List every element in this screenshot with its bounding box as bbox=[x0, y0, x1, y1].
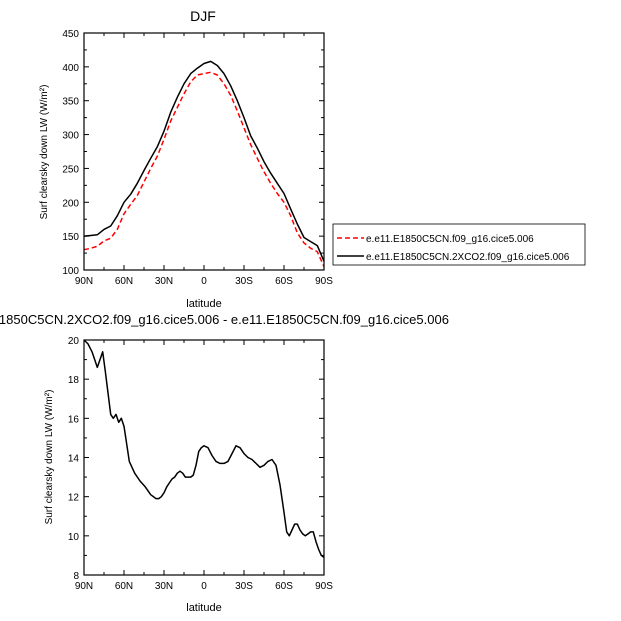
bottom-x-tick-label: 30S bbox=[235, 581, 253, 592]
bottom-y-tick-label: 14 bbox=[68, 454, 80, 465]
bottom-x-tick-label: 90N bbox=[75, 581, 93, 592]
top-y-tick-label: 300 bbox=[62, 131, 79, 142]
bottom-x-axis-label: latitude bbox=[186, 602, 221, 614]
top-panel: DJF 90N 60N 30N 0 30S 60S 90S 100 150 200 250 300 35… bbox=[39, 8, 333, 310]
top-x-tick-label: 30N bbox=[155, 276, 173, 287]
top-y-tick-label: 150 bbox=[62, 232, 79, 243]
bottom-plot-frame bbox=[83, 339, 325, 576]
top-y-tick-label: 400 bbox=[62, 63, 79, 74]
top-y-tick-label: 100 bbox=[62, 266, 79, 277]
top-y-axis-label: Surf clearsky down LW (W/m²) bbox=[39, 85, 50, 220]
top-x-tick-label: 90S bbox=[315, 276, 333, 287]
legend-label-control: e.e11.E1850C5CN.f09_g16.cice5.006 bbox=[366, 234, 534, 245]
bottom-y-tick-label: 18 bbox=[68, 375, 80, 386]
bottom-x-tick-label: 60S bbox=[275, 581, 293, 592]
top-x-tick-label: 30S bbox=[235, 276, 253, 287]
top-x-tick-label: 0 bbox=[201, 276, 207, 287]
legend-box bbox=[332, 223, 586, 266]
bottom-series-group bbox=[83, 339, 325, 559]
bottom-y-tick-label: 20 bbox=[68, 336, 80, 347]
bottom-y-tick-label: 16 bbox=[68, 414, 80, 425]
top-y-tick-label: 450 bbox=[62, 29, 79, 40]
top-x-axis-label: latitude bbox=[186, 298, 221, 310]
bottom-y-tick-label: 10 bbox=[68, 532, 80, 543]
bottom-panel: e.e11.E1850C5CN.2XCO2.f09_g16.cice5.006 … bbox=[0, 312, 449, 614]
top-series-line-experiment bbox=[83, 60, 325, 262]
top-series-line-control bbox=[83, 71, 325, 267]
top-y-tick-label: 350 bbox=[62, 97, 79, 108]
bottom-x-tick-label: 0 bbox=[201, 581, 207, 592]
legend: e.e11.E1850C5CN.f09_g16.cice5.006 e.e11.… bbox=[332, 223, 586, 266]
top-x-tick-label: 60N bbox=[115, 276, 133, 287]
top-chart-title: DJF bbox=[190, 8, 216, 24]
legend-label-experiment: e.e11.E1850C5CN.2XCO2.f09_g16.cice5.006 bbox=[366, 252, 570, 263]
top-x-tick-label: 90N bbox=[75, 276, 93, 287]
bottom-ticks: 90N 60N 30N 0 30S 60S 90S 8 10 12 14 16 18 20 bbox=[68, 336, 333, 592]
bottom-y-tick-label: 12 bbox=[68, 493, 80, 504]
bottom-x-tick-label: 90S bbox=[315, 581, 333, 592]
top-ticks: 90N 60N 30N 0 30S 60S 90S 100 150 200 250 300 350 400… bbox=[62, 29, 333, 287]
top-y-tick-label: 250 bbox=[62, 164, 79, 175]
bottom-x-tick-label: 60N bbox=[115, 581, 133, 592]
bottom-series-line-difference bbox=[83, 339, 325, 559]
bottom-chart-title: e.e11.E1850C5CN.2XCO2.f09_g16.cice5.006 … bbox=[0, 312, 449, 327]
bottom-y-tick-label: 8 bbox=[73, 571, 79, 582]
top-plot-frame bbox=[83, 32, 325, 271]
top-x-tick-label: 60S bbox=[275, 276, 293, 287]
top-series-group bbox=[83, 60, 325, 267]
top-y-tick-label: 200 bbox=[62, 198, 79, 209]
bottom-y-axis-label: Surf clearsky down LW (W/m²) bbox=[44, 390, 55, 525]
bottom-x-tick-label: 30N bbox=[155, 581, 173, 592]
